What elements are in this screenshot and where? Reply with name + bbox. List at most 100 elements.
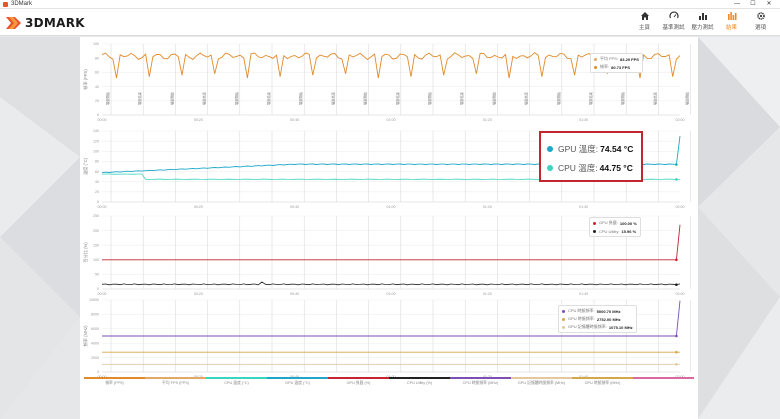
y-tick-label: 200 <box>93 229 99 233</box>
series-legend-label: CPU 時脈頻率 (MHz) <box>462 381 499 385</box>
scene-marker-label: 場景開始 <box>491 91 496 105</box>
series-legend-item[interactable]: GPU 溫度 (°C) <box>267 377 328 393</box>
y-tick-label: 250 <box>93 214 99 218</box>
legend-item: GPU 時脈頻率: 2752.00 MHz <box>562 315 633 323</box>
stress-test-icon <box>698 13 707 20</box>
series-legend-label: 幀率 (FPS) <box>105 381 124 385</box>
y-tick-label: 50 <box>95 273 99 277</box>
x-tick-label: 00:40 <box>290 375 299 377</box>
legend-value: 83.29 FPS <box>620 56 639 62</box>
scene-marker-label: 場景結束 <box>330 91 335 105</box>
nav-label: 基準測試 <box>662 25 685 31</box>
background-pattern <box>0 37 780 419</box>
x-tick-label: 01:40 <box>579 118 588 122</box>
x-tick-label: 02:00 <box>676 375 685 377</box>
series-legend-item[interactable]: GPU 記憶體時脈頻率 (MHz) <box>511 377 572 393</box>
avg-fps-dot-icon <box>594 57 597 61</box>
legend-value: 80.73 FPS <box>611 64 631 70</box>
y-tick-label: 60 <box>95 71 99 75</box>
results-panel: 0 20 40 60 80 100 場景開始 場景結束 場景開始 場景結束 場景開始 場景結束 場景開始… <box>80 37 698 419</box>
series-legend-item[interactable]: GPU 負載 (%) <box>328 377 389 393</box>
series-legend-item[interactable]: CPU Utility (%) <box>389 377 450 393</box>
y-tick-label: 140 <box>93 129 99 133</box>
y-tick-label: 60 <box>95 170 99 174</box>
series-legend-item[interactable]: CPU 溫度 (°C) <box>206 377 267 393</box>
nav-stress-tests[interactable]: 壓力測試 <box>689 11 716 31</box>
scene-marker-label: 場景結束 <box>266 91 271 105</box>
series-color-bar <box>267 377 328 379</box>
legend-value: 15.96 % <box>621 228 637 234</box>
scene-marker-label: 場景結束 <box>137 91 142 105</box>
x-tick-label: 00:40 <box>290 205 299 209</box>
scene-marker-label: 場景結束 <box>524 91 529 105</box>
y-tick-label: 100 <box>93 42 99 46</box>
x-tick-label: 00:20 <box>194 118 203 122</box>
x-tick-label: 01:40 <box>579 292 588 296</box>
x-tick-label: 02:00 <box>676 118 685 122</box>
logo-text: 3DMARK <box>25 16 85 30</box>
x-tick-label: 01:00 <box>387 205 396 209</box>
series-legend-label: GPU 溫度 (°C) <box>285 381 310 385</box>
x-tick-label: 00:40 <box>290 118 299 122</box>
x-tick-label: 00:00 <box>98 118 107 122</box>
legend-value: 2752.00 MHz <box>596 316 621 322</box>
series-legend-item[interactable]: CPU 時脈頻率 (MHz) <box>450 377 511 393</box>
x-tick-label: 01:20 <box>483 292 492 296</box>
window-title: 3DMark <box>11 0 33 7</box>
x-tick-label: 01:40 <box>579 375 588 377</box>
legend-label: 平均 FPS: <box>600 56 619 61</box>
series-legend-item[interactable]: 幀率 (FPS) <box>84 377 145 393</box>
minimize-button[interactable]: — <box>734 1 740 7</box>
nav-benchmarks[interactable]: 基準測試 <box>660 11 687 31</box>
scene-marker-label: 場景結束 <box>459 91 464 105</box>
legend-item: CPU 時脈頻率: 5000.70 MHz <box>562 307 633 315</box>
highlight-item: GPU 溫度: 74.54 °C <box>547 139 635 158</box>
scene-marker-label: 場景開始 <box>427 91 432 105</box>
scene-marker-label: 場景開始 <box>363 91 368 105</box>
nav-results[interactable]: 結果 <box>718 11 745 31</box>
series-legend-item[interactable]: GPU 時脈頻率 (MHz) <box>572 377 633 393</box>
series-legend-item[interactable]: 平均 FPS (FPS) <box>145 377 206 393</box>
temperature-highlight-box: GPU 溫度: 74.54 °C CPU 溫度: 44.75 °C <box>539 131 643 182</box>
window-titlebar: 3DMark — ☐ ✕ <box>0 0 780 9</box>
y-tick-label: 40 <box>95 180 99 184</box>
y-tick-label: 0 <box>97 370 99 374</box>
series-color-bar <box>328 377 389 379</box>
x-tick-label: 01:00 <box>387 118 396 122</box>
cpu-temp-dot-icon <box>547 164 553 171</box>
gpu-load-dot-icon <box>593 221 596 225</box>
series-legend-label: GPU 負載 (%) <box>346 381 371 385</box>
nav-home[interactable]: 主頁 <box>631 11 658 31</box>
x-tick-label: 02:00 <box>676 292 685 296</box>
series-legend-item[interactable] <box>633 377 694 393</box>
series-legend-label: 平均 FPS (FPS) <box>161 381 189 385</box>
y-tick-label: 80 <box>95 56 99 60</box>
y-tick-label: 20 <box>95 99 99 103</box>
series-line <box>101 52 681 79</box>
x-tick-label: 01:20 <box>483 205 492 209</box>
legend-value: 1075.10 MHz <box>608 324 633 330</box>
window-controls: — ☐ ✕ <box>729 0 777 9</box>
legend-label: 幀率: <box>600 64 610 69</box>
y-tick-label: 0 <box>97 287 99 291</box>
x-tick-label: 01:40 <box>579 205 588 209</box>
series-color-bar <box>633 377 694 379</box>
y-axis-label: 溫度 (°C) <box>82 157 89 175</box>
cpu-clock-dot-icon <box>562 309 565 313</box>
close-button[interactable]: ✕ <box>766 1 772 7</box>
y-tick-label: 20 <box>95 190 99 194</box>
legend-item: 平均 FPS: 83.29 FPS <box>594 55 639 63</box>
scene-marker-label: 場景開始 <box>298 91 303 105</box>
y-tick-label: 150 <box>93 243 99 247</box>
clock-legend: CPU 時脈頻率: 5000.70 MHz GPU 時脈頻率: 2752.00 … <box>558 305 637 333</box>
highlight-item: CPU 溫度: 44.75 °C <box>547 158 635 177</box>
series-line <box>101 281 681 286</box>
series-end-point <box>675 350 678 354</box>
nav-label: 主頁 <box>638 25 650 31</box>
maximize-button[interactable]: ☐ <box>750 1 756 7</box>
x-tick-label: 00:20 <box>194 292 203 296</box>
nav-options[interactable]: 選項 <box>747 11 774 31</box>
nav-label: 選項 <box>754 25 766 31</box>
legend-label: GPU 記憶體時脈頻率: <box>568 324 607 329</box>
gpu-temp-dot-icon <box>547 145 553 152</box>
